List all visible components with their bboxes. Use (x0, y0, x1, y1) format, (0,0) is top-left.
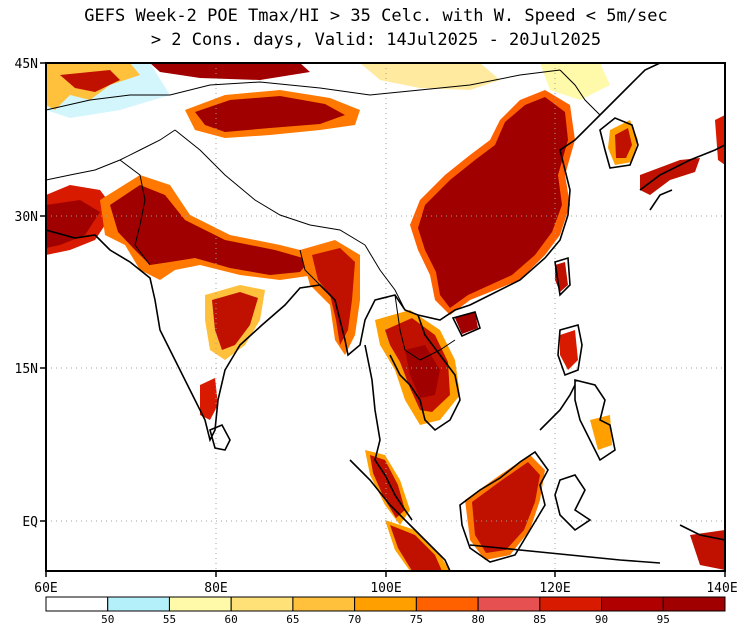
coast-palawan (539, 384, 576, 431)
axis-ticks (40, 62, 726, 577)
map-title-line-2: > 2 Cons. days, Valid: 14Jul2025 - 20Jul… (150, 30, 602, 50)
colorbar-swatch (230, 596, 294, 612)
field-gangetic-red (110, 185, 310, 275)
colorbar-label: 60 (225, 613, 238, 626)
colorbar-label: 65 (286, 613, 299, 626)
lon-label-80e: 80E (204, 581, 227, 596)
coast-luzon (557, 323, 583, 377)
colorbar-swatch (415, 596, 479, 612)
border-himalaya (174, 129, 366, 246)
coast-visayas (574, 378, 616, 462)
field-korea-red (615, 128, 632, 158)
field-japan (640, 158, 700, 195)
lon-label-60e: 60E (34, 581, 57, 596)
colorbar-swatch (354, 596, 417, 612)
colorbar-label: 75 (410, 613, 423, 626)
coast-sumatra (349, 459, 451, 571)
field-nw-red (60, 70, 120, 92)
field-central-india-red (212, 292, 258, 350)
field-n-strip (150, 63, 310, 80)
graticule (46, 63, 725, 571)
coast-kyushu (649, 189, 673, 211)
lon-label-100e: 100E (370, 581, 401, 596)
colorbar-swatch (539, 596, 603, 612)
colorbar-swatch (601, 596, 664, 612)
colorbar-label: 95 (657, 613, 670, 626)
border-north (46, 69, 561, 111)
colorbar-label: 90 (595, 613, 608, 626)
field-indochina-dark (405, 345, 440, 398)
coast-malay (364, 344, 413, 521)
colorbar: 50 55 60 65 70 75 80 85 90 95 (45, 596, 726, 626)
colorbar-label: 85 (533, 613, 546, 626)
border-thailand-laos (394, 294, 456, 361)
field-hainan (455, 312, 478, 334)
colorbar-swatch (168, 596, 232, 612)
coast-java (469, 544, 661, 564)
coast-japan-south (639, 144, 725, 191)
map-title-line-1: GEFS Week-2 POE Tmax/HI > 35 Celc. with … (84, 6, 668, 26)
field-new-guinea (690, 530, 725, 570)
colorbar-label: 55 (163, 613, 176, 626)
border-ne (559, 69, 601, 116)
coast-borneo (459, 450, 549, 563)
colorbar-swatch (292, 596, 356, 612)
coast-mainland (46, 63, 661, 443)
halo-yellow-ne (540, 63, 610, 100)
coast-sri-lanka (209, 423, 231, 451)
field-myanmar-red (312, 248, 355, 345)
coast-korea (599, 117, 639, 169)
field-east-edge (715, 115, 725, 165)
coast-new-guinea (679, 524, 725, 541)
field-borneo-red (472, 462, 540, 553)
coastlines (46, 63, 725, 571)
coast-hainan (451, 311, 481, 338)
coast-taiwan (554, 256, 571, 297)
border-bangladesh (299, 249, 321, 286)
political-borders (46, 69, 601, 361)
colorbar-swatch (662, 596, 726, 612)
lon-label-120e: 120E (539, 581, 570, 596)
field-iran-dark (46, 200, 100, 248)
field-gobi-yellow (360, 63, 500, 90)
field-luzon (560, 330, 578, 370)
probability-field (46, 63, 725, 571)
border-pakistan-india (119, 159, 151, 266)
field-south-india (200, 378, 218, 420)
colorbar-label: 70 (348, 613, 361, 626)
field-tarim-red (195, 96, 345, 132)
coast-sulawesi (554, 474, 592, 532)
colorbar-swatch (45, 596, 109, 612)
colorbar-label: 80 (471, 613, 484, 626)
colorbar-label: 50 (101, 613, 114, 626)
colorbar-swatch (107, 596, 170, 612)
border-china-myanmar (364, 244, 406, 311)
lat-label-45n: 45N (15, 57, 38, 72)
field-china-red (418, 97, 568, 308)
lon-label-140e: 140E (706, 581, 737, 596)
field-malay-red (370, 455, 405, 518)
colorbar-swatch (477, 596, 541, 612)
field-sumatra-red (390, 525, 442, 571)
lat-label-eq: EQ (22, 515, 38, 530)
lat-label-30n: 30N (15, 210, 38, 225)
lat-label-15n: 15N (15, 362, 38, 377)
